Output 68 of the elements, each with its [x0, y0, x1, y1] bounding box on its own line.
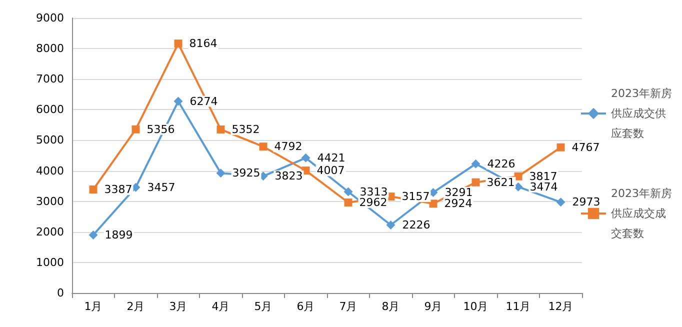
x-tick-label: 1月: [84, 300, 102, 313]
data-label: 4007: [316, 164, 345, 178]
y-tick-label: 7000: [36, 72, 64, 86]
point: [556, 198, 566, 207]
data-label: 3291: [444, 186, 473, 199]
point: [514, 182, 523, 192]
data-label: 4226: [487, 157, 516, 170]
data-label: 6274: [190, 94, 218, 108]
point: [386, 220, 396, 230]
point: [302, 166, 310, 175]
x-tick-label: 4月: [212, 300, 230, 313]
y-tick-label: 0: [57, 286, 64, 300]
y-tick-label: 1000: [36, 256, 64, 269]
x-tick-label: 5月: [254, 300, 272, 313]
y-tick-label: 4000: [36, 164, 64, 178]
data-label: 4421: [317, 151, 346, 164]
x-tick-label: 9月: [424, 300, 442, 313]
x-tick-label: 10月: [463, 300, 488, 313]
x-tick-label: 3月: [169, 300, 188, 313]
point: [88, 230, 98, 240]
y-tick-label: 3000: [36, 194, 64, 208]
point: [216, 168, 226, 178]
data-label: 8164: [189, 37, 218, 50]
y-tick-label: 5000: [36, 134, 64, 147]
point: [301, 153, 310, 162]
data-label: 5356: [146, 122, 175, 136]
point: [472, 178, 480, 186]
data-label: 3817: [529, 170, 558, 183]
point: [556, 143, 565, 152]
x-tick-label: 7月: [339, 300, 358, 313]
data-label: 2962: [359, 196, 388, 209]
data-label: 3474: [530, 180, 558, 194]
data-label: 4767: [572, 140, 600, 154]
y-tick-label: 8000: [36, 42, 64, 56]
y-tick-label: 2000: [36, 225, 64, 238]
x-tick-label: 6月: [296, 300, 315, 313]
x-tick-label: 8月: [382, 300, 400, 313]
point: [429, 200, 438, 208]
data-label: 2973: [572, 196, 600, 209]
data-label: 4792: [274, 140, 302, 154]
legend-label: 2023年新房供应成交成交套数: [611, 187, 672, 240]
point: [174, 40, 182, 48]
data-label: 3457: [147, 180, 176, 194]
data-label: 3157: [402, 190, 430, 204]
x-tick-label: 11月: [506, 300, 531, 313]
x-tick-label: 2月: [126, 300, 145, 313]
data-label: 3313: [360, 185, 388, 198]
data-label: 5352: [232, 122, 260, 136]
data-label: 3387: [104, 183, 132, 196]
point: [216, 125, 225, 134]
point: [471, 159, 480, 168]
point: [89, 186, 98, 194]
point: [132, 125, 140, 134]
point: [344, 187, 353, 196]
point: [259, 142, 268, 151]
point: [174, 96, 183, 106]
data-label: 2226: [402, 218, 430, 232]
point: [344, 198, 352, 206]
x-tick-label: 12月: [548, 300, 574, 313]
data-label: 1899: [104, 228, 133, 242]
data-label: 3621: [486, 176, 515, 189]
y-tick-label: 9000: [36, 12, 64, 24]
point: [514, 172, 522, 180]
data-label: 3823: [274, 170, 303, 183]
data-label: 3925: [232, 166, 260, 180]
data-label: 2924: [444, 197, 472, 210]
y-tick-label: 6000: [36, 103, 64, 116]
legend-label: 2023年新房供应成交供应套数: [611, 87, 672, 140]
